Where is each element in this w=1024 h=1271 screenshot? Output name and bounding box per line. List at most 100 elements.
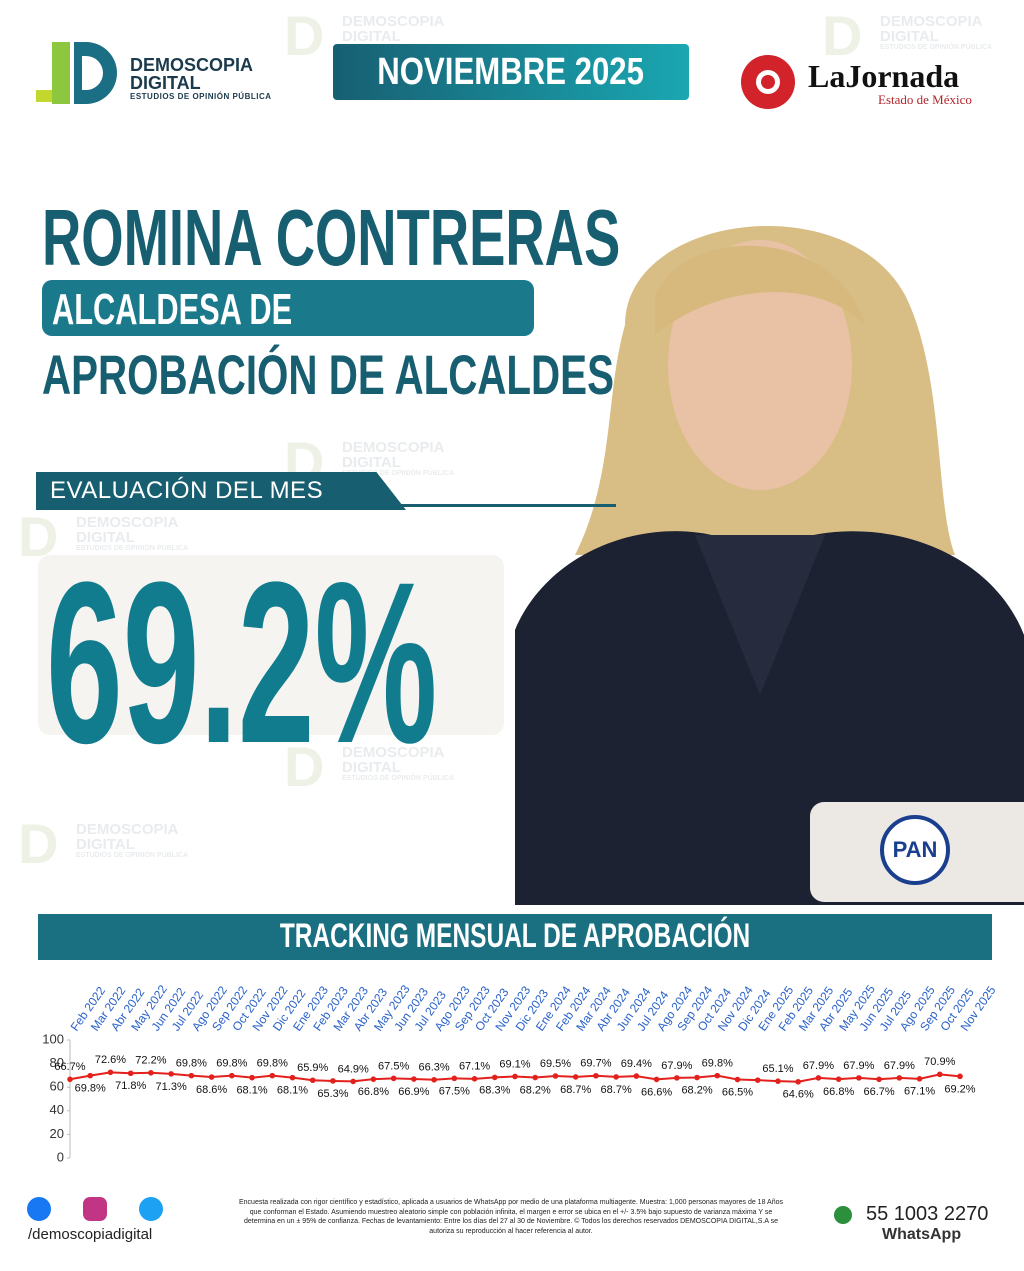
- data-point: [633, 1073, 640, 1079]
- data-point: [775, 1078, 781, 1084]
- data-point: [370, 1076, 377, 1082]
- data-label: 68.6%: [196, 1084, 227, 1096]
- data-label: 72.6%: [95, 1054, 126, 1066]
- data-label: 68.7%: [601, 1084, 632, 1096]
- data-label: 68.1%: [277, 1085, 308, 1097]
- data-point: [148, 1070, 154, 1076]
- data-label: 65.3%: [317, 1088, 348, 1100]
- chart: TRACKING MENSUAL DE APROBACIÓN 0 20 40 60 80…: [38, 914, 999, 1164]
- data-label: 69.1%: [499, 1058, 530, 1070]
- data-label: 68.7%: [560, 1084, 591, 1096]
- party-logo: PAN: [880, 815, 950, 885]
- data-point: [67, 1076, 73, 1083]
- data-point: [876, 1076, 882, 1083]
- data-label: 67.9%: [661, 1060, 692, 1072]
- value-panel: [38, 555, 504, 735]
- chart-title: TRACKING MENSUAL DE APROBACIÓN: [280, 916, 750, 955]
- data-point: [411, 1076, 417, 1082]
- data-label: 67.1%: [904, 1086, 935, 1098]
- data-label: 69.8%: [702, 1058, 733, 1070]
- data-point: [107, 1069, 114, 1076]
- data-label: 72.2%: [135, 1055, 166, 1067]
- data-label: 64.6%: [783, 1089, 814, 1101]
- data-label: 68.2%: [520, 1084, 551, 1096]
- data-point: [552, 1073, 559, 1079]
- data-label: 66.5%: [722, 1086, 753, 1098]
- data-point: [936, 1071, 943, 1078]
- data-point: [532, 1074, 539, 1081]
- role-badge: ALCALDESA DE HUIXQUILUCAN: [42, 280, 534, 384]
- data-label: 66.3%: [418, 1062, 449, 1074]
- data-point: [451, 1075, 458, 1082]
- data-label: 66.9%: [398, 1086, 429, 1098]
- partner-logo-mark: [741, 55, 795, 109]
- data-point: [512, 1073, 518, 1080]
- data-point: [653, 1076, 660, 1083]
- data-point: [754, 1077, 761, 1083]
- data-label: 66.8%: [823, 1086, 854, 1098]
- data-point: [168, 1071, 174, 1077]
- data-label: 65.9%: [297, 1062, 328, 1074]
- data-point: [593, 1072, 599, 1079]
- data-label: 66.7%: [863, 1086, 894, 1098]
- logo-mark: [36, 42, 117, 104]
- data-point: [208, 1074, 215, 1080]
- whatsapp-icon: [834, 1206, 852, 1224]
- data-point: [127, 1070, 134, 1077]
- data-label: 68.1%: [236, 1085, 267, 1097]
- data-point: [229, 1072, 235, 1079]
- data-label: 67.5%: [378, 1060, 409, 1072]
- data-point: [694, 1074, 700, 1081]
- data-label: 64.9%: [338, 1063, 369, 1075]
- data-label: 67.5%: [439, 1085, 470, 1097]
- partner-region: Estado de México: [878, 92, 972, 107]
- data-point: [896, 1075, 903, 1081]
- data-label: 69.8%: [216, 1058, 247, 1070]
- data-point: [613, 1074, 619, 1080]
- data-point: [957, 1073, 963, 1080]
- data-label: 66.6%: [641, 1086, 672, 1098]
- data-point: [795, 1078, 801, 1085]
- data-label: 67.1%: [459, 1061, 490, 1073]
- data-label: 69.7%: [580, 1058, 611, 1070]
- data-point: [87, 1072, 94, 1079]
- data-point: [309, 1077, 316, 1084]
- data-label: 67.9%: [843, 1060, 874, 1072]
- data-point: [330, 1078, 336, 1084]
- divider: [36, 504, 616, 507]
- data-point: [714, 1072, 721, 1079]
- data-point: [491, 1074, 498, 1081]
- data-label: 66.8%: [358, 1086, 389, 1098]
- candidate-name: ROMINA CONTRERAS: [42, 193, 621, 282]
- data-point: [471, 1076, 478, 1082]
- y-tick-label: 40: [50, 1102, 64, 1117]
- y-tick-label: 100: [42, 1031, 64, 1046]
- month-badge: NOVIEMBRE 2025: [333, 44, 689, 100]
- evaluation-value: 69.2%: [46, 534, 438, 791]
- data-label: 67.9%: [884, 1060, 915, 1072]
- evaluation-label: EVALUACIÓN DEL MES: [36, 472, 406, 510]
- data-label: 71.3%: [156, 1081, 187, 1093]
- logo-text: DEMOSCOPIA DIGITAL ESTUDIOS DE OPINIÓN P…: [130, 55, 272, 101]
- data-label: 65.1%: [762, 1063, 793, 1075]
- phone: 55 1003 2270: [866, 1203, 989, 1225]
- data-point: [350, 1078, 356, 1085]
- social-icons: [27, 1197, 163, 1221]
- data-point: [734, 1076, 741, 1083]
- data-point: [835, 1076, 842, 1082]
- y-tick-label: 80: [50, 1055, 64, 1070]
- data-label: 69.8%: [75, 1083, 106, 1095]
- data-point: [289, 1074, 296, 1081]
- data-label: 69.4%: [621, 1058, 652, 1070]
- data-label: 69.2%: [944, 1083, 975, 1095]
- data-label: 69.8%: [257, 1058, 288, 1070]
- data-point: [249, 1074, 255, 1081]
- data-label: 68.2%: [681, 1084, 712, 1096]
- data-label: 68.3%: [479, 1084, 510, 1096]
- y-tick-label: 20: [50, 1126, 64, 1141]
- data-label: 69.5%: [540, 1058, 571, 1070]
